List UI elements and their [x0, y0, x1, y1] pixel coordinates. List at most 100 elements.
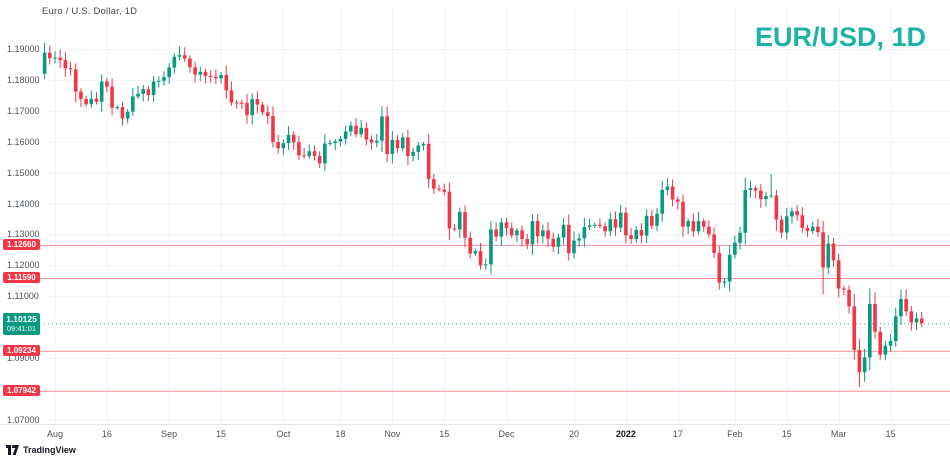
grid-horizontal [46, 49, 950, 421]
candle [260, 101, 265, 116]
candle [535, 214, 540, 244]
candle [84, 95, 88, 108]
time-tick-label: Aug [46, 429, 63, 439]
candle [629, 227, 633, 244]
candle [343, 125, 348, 145]
time-axis[interactable]: Aug 16 Sep 15 Oct 18 Nov 15 Dec 20 2022 17 Feb 15 Mar 1… [0, 424, 950, 444]
candle [364, 122, 369, 146]
candle [47, 45, 52, 65]
current-price-label[interactable]: 1.10125 09:41:01 [3, 312, 40, 335]
candle [852, 294, 857, 360]
candle [784, 207, 789, 240]
price-axis[interactable]: 1.19000 1.18000 1.17000 1.16000 1.15000 1.140… [0, 0, 44, 425]
price-tick-label: 1.11000 [7, 291, 39, 302]
candle [722, 277, 727, 288]
candle [857, 339, 862, 388]
candle [265, 105, 270, 124]
candle [712, 227, 716, 259]
candle [919, 311, 924, 327]
candle [577, 233, 581, 247]
price-line-axis-label[interactable]: 1.09234 [3, 345, 40, 357]
candle [390, 131, 395, 164]
candle [416, 142, 421, 160]
candle [743, 177, 748, 245]
candle [686, 218, 690, 235]
candle [515, 228, 519, 242]
candle [338, 136, 343, 147]
candle [587, 218, 592, 231]
price-line-axis-label[interactable]: 1.07942 [3, 385, 40, 397]
candle [805, 224, 810, 238]
candles [42, 42, 924, 388]
candle [58, 49, 62, 68]
candle [297, 135, 301, 161]
candle [509, 222, 514, 239]
candle [650, 209, 654, 229]
price-tick-label: 1.12000 [7, 260, 40, 271]
candle [483, 258, 488, 270]
candle [385, 106, 389, 163]
candle [551, 232, 556, 252]
candle [229, 81, 234, 106]
candle [198, 66, 203, 82]
candle [167, 63, 171, 84]
candle [774, 189, 779, 231]
candle [738, 226, 742, 250]
candle [281, 139, 286, 156]
candle [681, 194, 685, 237]
candle [79, 88, 83, 107]
candle [675, 196, 680, 210]
candle [219, 72, 223, 84]
candle [94, 92, 99, 105]
candle [727, 245, 732, 292]
candle [489, 220, 493, 275]
time-tick-label: Nov [384, 429, 401, 439]
time-tick-label: Oct [276, 429, 291, 439]
time-tick-label: 17 [672, 429, 683, 439]
time-tick-label: 15 [216, 429, 227, 439]
candle [816, 218, 820, 237]
candle [400, 132, 405, 152]
candle [546, 221, 550, 248]
candle [380, 106, 384, 153]
price-tick-label: 1.14000 [7, 198, 40, 209]
candle [208, 70, 213, 83]
price-line-axis-label[interactable]: 1.11590 [3, 272, 40, 284]
candle [618, 205, 623, 233]
candle [120, 102, 125, 126]
candle [437, 184, 441, 192]
candle [224, 65, 229, 99]
candle [323, 134, 327, 172]
candle [753, 185, 758, 199]
candle [302, 148, 306, 159]
candle [759, 184, 763, 208]
candle [504, 217, 509, 236]
candle [572, 231, 576, 259]
candle [426, 134, 431, 188]
candle [136, 85, 140, 99]
time-tick-label: 2022 [615, 429, 636, 439]
tradingview-attribution[interactable]: TradingView [6, 445, 76, 455]
candle [836, 253, 841, 298]
candle [873, 292, 877, 339]
price-tick-label: 1.09000 [7, 353, 40, 363]
price-tick-label: 1.18000 [7, 74, 40, 85]
time-tick-label: Mar [830, 429, 847, 439]
candle [878, 326, 882, 360]
price-tick-label: 1.07000 [7, 414, 40, 425]
candle [271, 106, 275, 148]
candle [151, 76, 156, 103]
price-line-axis-label[interactable]: 1.12660 [3, 239, 40, 251]
candle [349, 121, 353, 137]
candle [131, 88, 135, 116]
candle [598, 218, 602, 229]
candle [660, 180, 665, 222]
symbol-legend[interactable]: Euro / U.S. Dollar, 1D [42, 6, 138, 17]
candle [328, 139, 332, 146]
price-tick-label: 1.13000 [7, 229, 40, 240]
candle [442, 183, 447, 196]
candle [655, 207, 659, 232]
price-alert-lines [38, 244, 950, 392]
candle [541, 224, 545, 244]
